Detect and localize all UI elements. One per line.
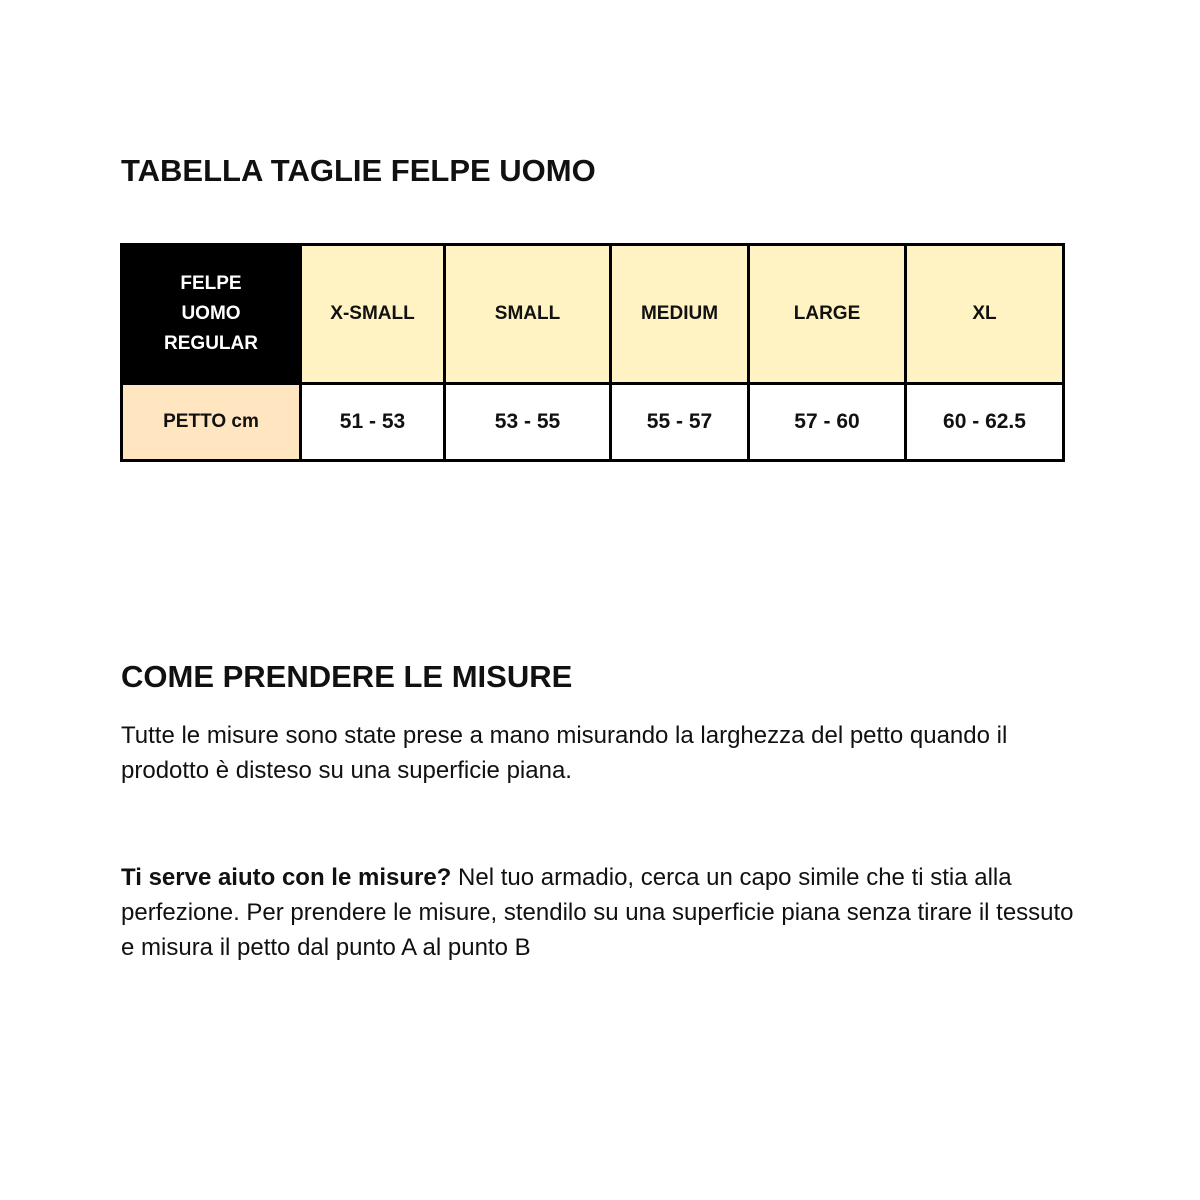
table-row: PETTO cm 51 - 53 53 - 55 55 - 57 57 - 60… — [120, 382, 1065, 462]
value-cell: 53 - 55 — [443, 382, 612, 462]
corner-line: UOMO — [181, 303, 241, 324]
measure-instructions: Tutte le misure sono state prese a mano … — [121, 722, 1008, 784]
size-header: MEDIUM — [609, 243, 750, 385]
help-question: Ti serve aiuto con le misure? — [121, 864, 452, 891]
table-header-row: FELPE UOMO REGULAR X-SMALL SMALL MEDIUM … — [120, 243, 1065, 385]
page-title: TABELLA TAGLIE FELPE UOMO — [121, 153, 596, 188]
value-cell: 51 - 53 — [299, 382, 446, 462]
corner-line: FELPE — [180, 273, 242, 294]
corner-line: REGULAR — [164, 333, 258, 354]
size-header: XL — [904, 243, 1065, 385]
row-label: PETTO cm — [120, 382, 302, 462]
value-cell: 57 - 60 — [747, 382, 907, 462]
size-header: SMALL — [443, 243, 612, 385]
corner-cell: FELPE UOMO REGULAR — [120, 243, 302, 385]
section-title: COME PRENDERE LE MISURE — [121, 659, 573, 694]
value-cell: 55 - 57 — [609, 382, 750, 462]
size-header: LARGE — [747, 243, 907, 385]
size-header: X-SMALL — [299, 243, 446, 385]
help-text: Nel tuo armadio, cerca un capo simile ch… — [121, 864, 1074, 961]
size-table: FELPE UOMO REGULAR X-SMALL SMALL MEDIUM … — [120, 243, 1065, 462]
value-cell: 60 - 62.5 — [904, 382, 1065, 462]
help-paragraph: Ti serve aiuto con le misure? Nel tuo ar… — [121, 860, 1081, 965]
